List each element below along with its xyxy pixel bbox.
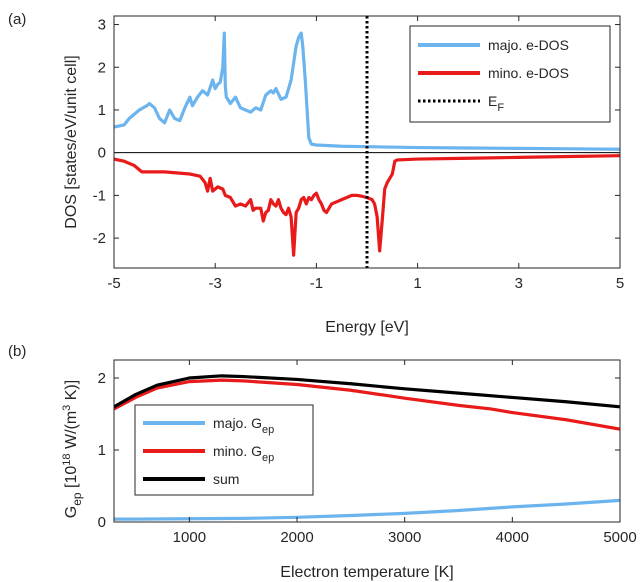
legend-label: sum	[213, 471, 239, 487]
y-tick-label: 0	[98, 514, 106, 531]
panel-b: (b) 1000 2000 3000 4000 5000 0 1 2 Electron tempe…	[8, 343, 637, 581]
y-tick-label: 0	[98, 145, 106, 162]
series-line-mino-e-dos	[114, 154, 620, 257]
panel-a: (a) -5 -3 -1 1 3 5 -2 -1 0 1 2 3 Energy [eV] DOS [stat…	[8, 11, 624, 336]
legend-label: mino. Gep	[213, 443, 274, 464]
x-tick-label: 4000	[496, 529, 529, 546]
legend: majo. e-DOS mino. e-DOS EF	[409, 25, 611, 123]
y-tick-label: 2	[98, 59, 106, 76]
legend-label: EF	[488, 93, 504, 114]
x-tick-label: 3	[515, 275, 523, 292]
legend-label: majo. Gep	[213, 415, 274, 436]
x-tick-label: 1	[413, 275, 421, 292]
legend: majo. Gep mino. Gep sum	[134, 404, 314, 496]
axes-frame	[113, 15, 621, 269]
series-line-majo-e-dos	[114, 31, 620, 151]
x-tick-label: 5	[616, 275, 624, 292]
x-tick-label: -5	[107, 275, 120, 292]
legend-label: majo. e-DOS	[488, 37, 569, 53]
y-tick-label: -1	[93, 187, 106, 204]
y-axis-label: Gep [1018 W/(m3 K)]	[61, 380, 84, 518]
y-tick-label: -2	[93, 230, 106, 247]
x-tick-label: -1	[310, 275, 323, 292]
y-axis-label: DOS [states/eV/unit cell]	[63, 55, 80, 228]
series-group	[114, 31, 620, 257]
panel-label: (a)	[8, 11, 26, 28]
y-tick-label: 3	[98, 17, 106, 34]
legend-label: mino. e-DOS	[488, 65, 569, 81]
y-tick-label: 1	[98, 442, 106, 459]
x-tick-label: -3	[209, 275, 222, 292]
axes-frame	[113, 359, 621, 523]
x-tick-label: 1000	[173, 529, 206, 546]
series-line-majo-g-ep	[114, 498, 620, 521]
series-line-sum	[114, 374, 620, 409]
y-tick-label: 1	[98, 102, 106, 119]
series-line-mino-g-ep	[114, 378, 620, 431]
x-tick-label: 3000	[388, 529, 421, 546]
series-group	[114, 374, 620, 521]
y-tick-label: 2	[98, 370, 106, 387]
x-axis-label: Energy [eV]	[325, 319, 409, 336]
x-tick-label: 5000	[603, 529, 636, 546]
x-axis-label: Electron temperature [K]	[280, 564, 453, 581]
panel-label: (b)	[8, 343, 26, 360]
x-tick-label: 2000	[280, 529, 313, 546]
